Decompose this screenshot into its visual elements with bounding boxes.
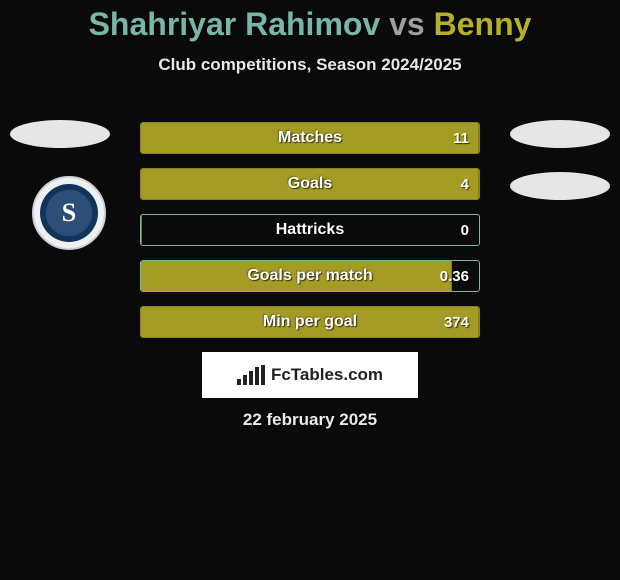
logo-bar-segment — [237, 379, 241, 385]
stat-bar-fill — [141, 215, 142, 245]
stat-bar: Matches11 — [140, 122, 480, 154]
club-badge-letter: S — [40, 184, 98, 242]
club-badge: S — [32, 176, 106, 250]
logo-bar-segment — [261, 365, 265, 385]
stat-value: 0 — [461, 215, 469, 245]
oval-left — [10, 120, 110, 148]
fctables-logo: FcTables.com — [202, 352, 418, 398]
stat-value: 0.36 — [440, 261, 469, 291]
logo-bar-segment — [255, 367, 259, 385]
stat-bars: Matches11 Goals4 Hattricks0 Goals per match… — [140, 122, 480, 352]
stat-bar: Goals per match0.36 — [140, 260, 480, 292]
generated-date: 22 february 2025 — [0, 410, 620, 430]
stat-value: 11 — [453, 123, 469, 153]
stat-value: 4 — [461, 169, 469, 199]
player1-name: Shahriyar Rahimov — [89, 6, 381, 42]
stat-bar-fill — [141, 169, 479, 199]
stat-bar: Goals4 — [140, 168, 480, 200]
stat-bar-fill — [141, 307, 479, 337]
stat-value: 374 — [444, 307, 469, 337]
subtitle: Club competitions, Season 2024/2025 — [0, 55, 620, 75]
stat-bar: Min per goal374 — [140, 306, 480, 338]
oval-right-1 — [510, 120, 610, 148]
stat-bar-fill — [141, 261, 452, 291]
logo-bar-segment — [249, 371, 253, 385]
title-vs: vs — [389, 6, 425, 42]
comparison-title: Shahriyar Rahimov vs Benny — [0, 0, 620, 43]
oval-right-2 — [510, 172, 610, 200]
logo-bar-segment — [243, 375, 247, 385]
stat-label: Hattricks — [141, 215, 479, 245]
stat-bar-fill — [141, 123, 479, 153]
logo-bars-icon — [237, 365, 265, 385]
player2-name: Benny — [434, 6, 532, 42]
stat-bar: Hattricks0 — [140, 214, 480, 246]
logo-text: FcTables.com — [271, 365, 383, 385]
